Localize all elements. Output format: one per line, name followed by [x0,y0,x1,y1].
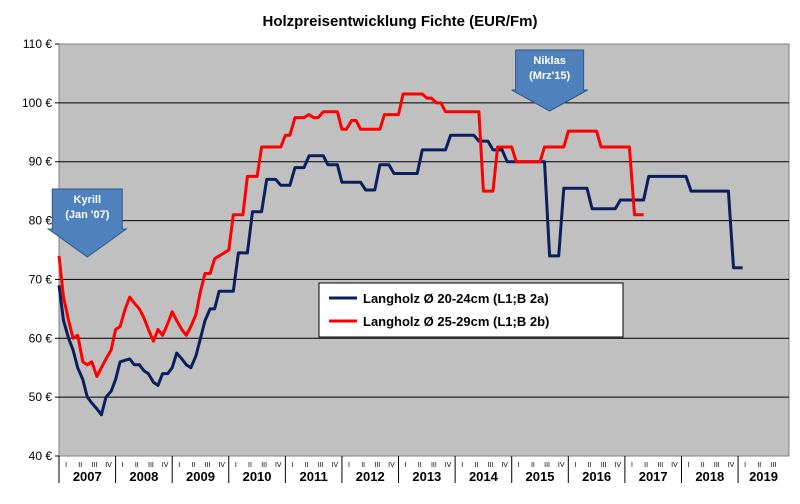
quarter-tick-label: III [205,462,211,469]
quarter-tick-label: II [588,462,592,469]
legend-label: Langholz Ø 20-24cm (L1;B 2a) [363,291,549,306]
annotation-arrow [511,49,588,112]
legend: Langholz Ø 20-24cm (L1;B 2a) Langholz Ø 2… [318,282,624,338]
quarter-tick-label: I [235,462,237,469]
quarter-tick-label: IV [218,462,225,469]
quarter-tick-label: II [305,462,309,469]
quarter-tick-label: IV [445,462,452,469]
y-tick-label: 80 € [29,214,53,228]
quarter-tick-label: III [148,462,154,469]
series-line-1 [57,133,743,417]
quarter-tick-label: III [261,462,267,469]
legend-label: Langholz Ø 25-29cm (L1;B 2b) [363,314,549,329]
quarter-tick-label: II [474,462,478,469]
y-tick-label: 100 € [22,96,52,110]
year-label: 2013 [412,469,441,484]
quarter-tick-label: I [461,462,463,469]
quarter-tick-label: III [657,462,663,469]
quarter-tick-label: III [374,462,380,469]
quarter-tick-label: I [405,462,407,469]
year-label: 2007 [73,469,102,484]
series-line-2 [57,92,644,378]
quarter-tick-label: IV [671,462,678,469]
year-label: 2015 [526,469,555,484]
series-lines [57,92,743,417]
quarter-tick-label: II [644,462,648,469]
quarter-tick-label: III [488,462,494,469]
y-tick-label: 90 € [29,155,53,169]
quarter-tick-label: I [291,462,293,469]
quarter-tick-label: III [318,462,324,469]
quarter-tick-label: IV [275,462,282,469]
plot-area [58,43,790,457]
quarter-tick-label: II [361,462,365,469]
quarter-tick-label: II [248,462,252,469]
year-label: 2008 [129,469,158,484]
year-label: 2010 [243,469,272,484]
quarter-tick-label: I [688,462,690,469]
quarter-tick-label: III [544,462,550,469]
quarter-tick-label: IV [728,462,735,469]
year-label: 2016 [582,469,611,484]
quarter-tick-label: I [518,462,520,469]
y-tick-label: 110 € [23,37,52,51]
y-tick-label: 70 € [29,272,53,286]
quarter-tick-label: IV [558,462,565,469]
year-label: 2018 [695,469,724,484]
quarter-tick-label: I [744,462,746,469]
quarter-tick-label: III [714,462,720,469]
quarter-tick-label: II [418,462,422,469]
year-label: 2017 [639,469,668,484]
year-label: 2012 [356,469,385,484]
y-axis: 40 € 50 € 60 € 70 € 80 € 90 € 100 € 110 € [22,37,59,463]
quarter-tick-label: II [135,462,139,469]
year-label: 2011 [300,469,328,484]
quarter-tick-label: II [701,462,705,469]
chart-title: Holzpreisentwicklung Fichte (EUR/Fm) [262,13,537,30]
quarter-tick-label: IV [388,462,395,469]
quarter-tick-label: I [65,462,67,469]
quarter-tick-label: II [531,462,535,469]
annotation-label: Niklas [533,55,565,67]
year-label: 2019 [749,469,778,484]
annotation-label: (Mrz'15) [529,70,570,82]
quarter-tick-label: II [78,462,82,469]
grid-lines [59,102,789,398]
quarter-tick-label: I [178,462,180,469]
quarter-tick-label: II [191,462,195,469]
annotation-label: Kyrill [74,194,102,206]
y-tick-label: 50 € [29,390,53,404]
quarter-tick-label: III [771,462,777,469]
quarter-tick-label: I [122,462,124,469]
quarter-tick-label: I [574,462,576,469]
quarter-tick-label: IV [501,462,508,469]
y-tick-label: 40 € [29,449,53,463]
y-tick-label: 60 € [29,331,53,345]
year-label: 2014 [469,469,499,484]
quarter-tick-label: III [91,462,97,469]
quarter-tick-label: II [757,462,761,469]
quarter-tick-label: IV [615,462,622,469]
legend-box [318,282,624,338]
annotation-label: (Jan '07) [65,209,110,221]
quarter-tick-label: IV [162,462,169,469]
event-annotations: Kyrill (Jan '07) Niklas (Mrz'15) [46,49,588,258]
quarter-tick-label: IV [332,462,339,469]
quarter-tick-label: III [431,462,437,469]
quarter-tick-label: IV [105,462,112,469]
quarter-tick-label: III [601,462,607,469]
annotation-arrow [46,188,128,258]
quarter-tick-label: I [631,462,633,469]
quarter-tick-label: I [348,462,350,469]
year-label: 2009 [186,469,215,484]
